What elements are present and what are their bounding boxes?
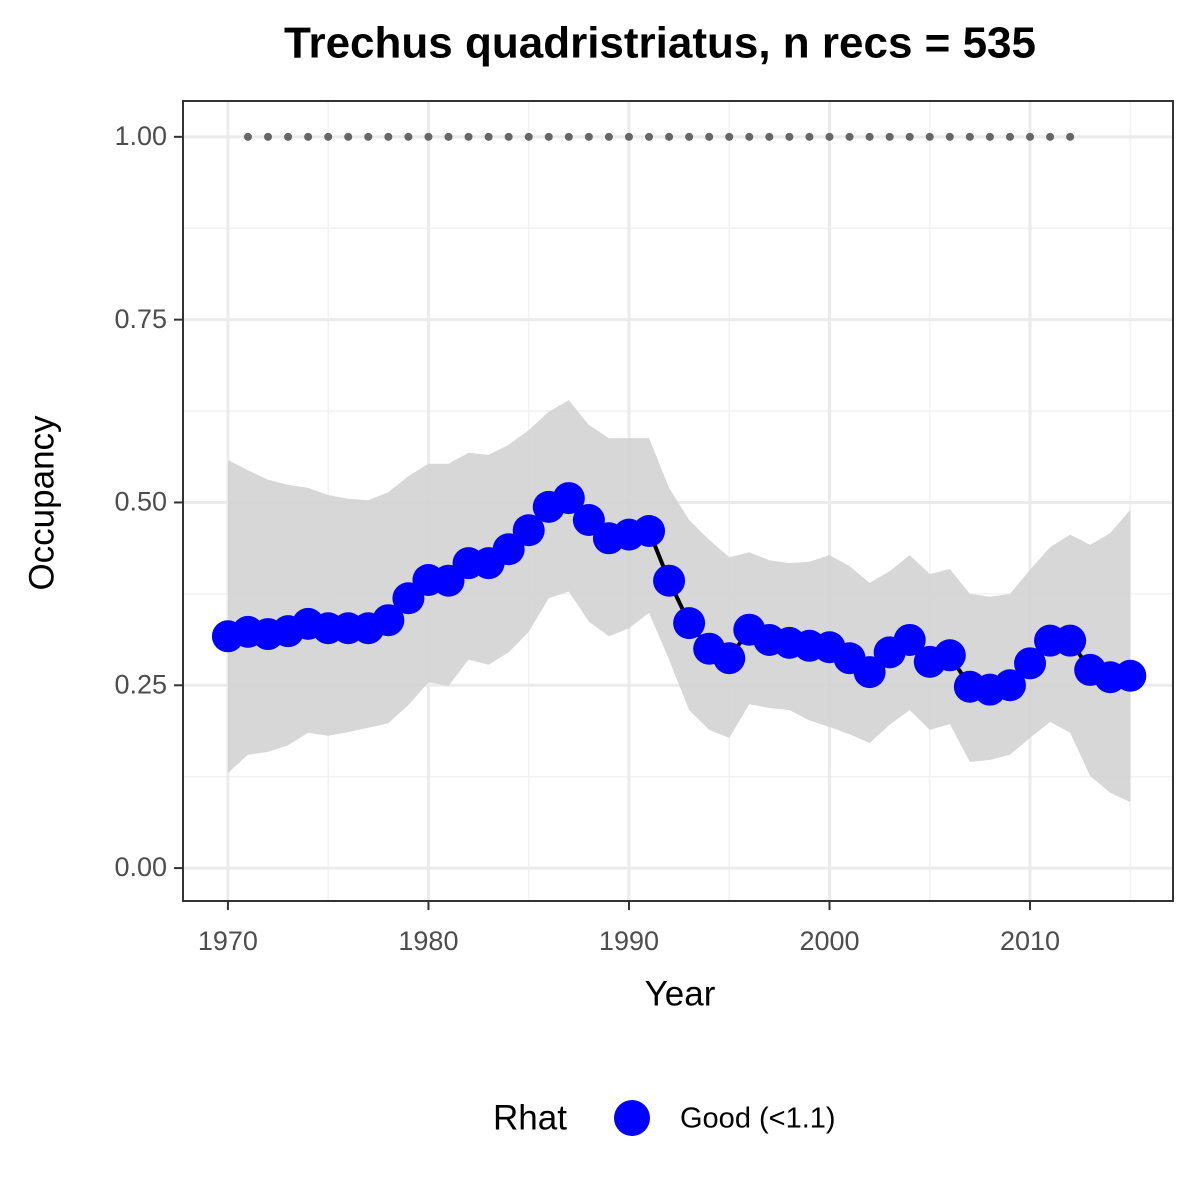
record-dot xyxy=(725,132,734,141)
point xyxy=(1054,624,1087,657)
record-dot xyxy=(985,132,994,141)
point xyxy=(1114,659,1147,692)
point xyxy=(512,514,545,547)
record-dot xyxy=(925,132,934,141)
record-dot xyxy=(344,132,353,141)
record-dot xyxy=(905,132,914,141)
record-dot xyxy=(1005,132,1014,141)
record-dot xyxy=(324,132,333,141)
y-tick-label: 0.50 xyxy=(114,487,167,517)
legend-label: Good (<1.1) xyxy=(680,1103,836,1135)
y-tick-label: 1.00 xyxy=(114,121,167,151)
point xyxy=(633,514,666,547)
y-tick-label: 0.25 xyxy=(114,669,167,699)
record-dot xyxy=(364,132,373,141)
record-dot xyxy=(1066,132,1075,141)
record-dot xyxy=(404,132,413,141)
record-dot xyxy=(584,132,593,141)
record-dot xyxy=(484,132,493,141)
record-dot xyxy=(304,132,313,141)
x-tick-label: 1970 xyxy=(198,926,258,956)
x-tick-label: 2000 xyxy=(799,926,859,956)
record-dot xyxy=(384,132,393,141)
point xyxy=(933,639,966,672)
x-tick-label: 1990 xyxy=(599,926,659,956)
point xyxy=(673,607,706,640)
point xyxy=(653,564,686,597)
record-dot xyxy=(805,132,814,141)
chart-title: Trechus quadristriatus, n recs = 535 xyxy=(284,19,1036,68)
record-dot xyxy=(1046,132,1055,141)
point xyxy=(713,642,746,675)
record-dot xyxy=(645,132,654,141)
record-dot xyxy=(264,132,273,141)
y-axis-title: Occupancy xyxy=(22,415,61,591)
record-dot xyxy=(504,132,513,141)
record-dot xyxy=(604,132,613,141)
x-tick-label: 2010 xyxy=(1000,926,1060,956)
record-dot xyxy=(765,132,774,141)
record-dot xyxy=(243,132,252,141)
record-dot xyxy=(564,132,573,141)
x-axis-title: Year xyxy=(645,974,716,1013)
point xyxy=(372,604,405,637)
point xyxy=(1014,647,1047,680)
record-dot xyxy=(965,132,974,141)
point xyxy=(853,656,886,689)
y-tick-label: 0.00 xyxy=(114,852,167,882)
record-dot xyxy=(705,132,714,141)
point xyxy=(492,533,525,566)
record-dot xyxy=(444,132,453,141)
record-dot xyxy=(1026,132,1035,141)
point xyxy=(552,482,585,515)
record-dot xyxy=(945,132,954,141)
legend-marker xyxy=(614,1100,650,1136)
point xyxy=(993,669,1026,702)
record-dot xyxy=(284,132,293,141)
record-dot xyxy=(544,132,553,141)
record-dot xyxy=(624,132,633,141)
y-tick-label: 0.75 xyxy=(114,304,167,334)
record-dot xyxy=(524,132,533,141)
record-dot xyxy=(464,132,473,141)
record-dot xyxy=(685,132,694,141)
record-dot xyxy=(424,132,433,141)
record-dot xyxy=(845,132,854,141)
record-dot xyxy=(825,132,834,141)
point xyxy=(893,623,926,656)
record-dot xyxy=(885,132,894,141)
record-dot xyxy=(865,132,874,141)
record-dot xyxy=(665,132,674,141)
legend-title: Rhat xyxy=(493,1098,567,1137)
x-tick-label: 1980 xyxy=(398,926,458,956)
record-dot xyxy=(785,132,794,141)
record-dot xyxy=(745,132,754,141)
plot-border xyxy=(182,100,1174,902)
